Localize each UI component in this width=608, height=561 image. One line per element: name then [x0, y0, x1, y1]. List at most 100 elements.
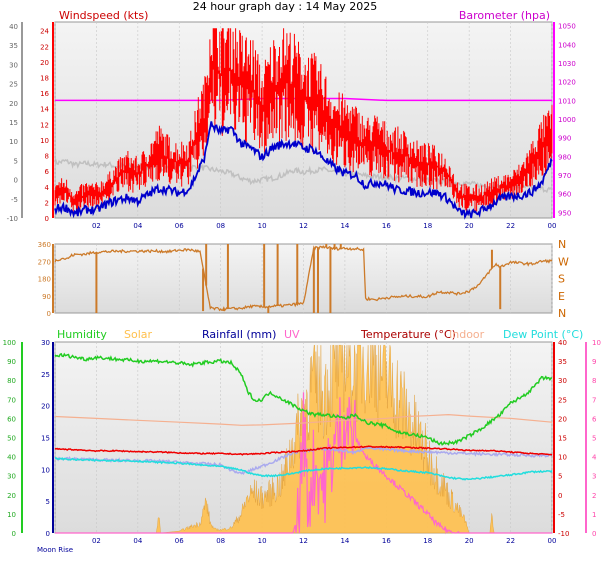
- temp-tick-1: 35: [558, 358, 567, 366]
- kts-tick-2: 20: [40, 59, 49, 67]
- x-tick-bottom-2: 06: [175, 537, 184, 545]
- kts-tick-9: 6: [45, 168, 50, 176]
- humidity-tick-0: 100: [3, 339, 16, 347]
- legend-item-6: Dew Point (°C): [503, 328, 583, 341]
- temp-tick-0: 40: [558, 339, 567, 347]
- legend-item-5: Indoor: [449, 328, 485, 341]
- legend-item-4: Temperature (°C): [360, 328, 456, 341]
- x-tick-bottom-7: 16: [382, 537, 391, 545]
- temp-tick-4: 20: [558, 415, 567, 423]
- kts-tick-4: 16: [40, 90, 49, 98]
- outer-tick-9: -5: [11, 196, 18, 204]
- hpa-tick-6: 990: [558, 135, 571, 143]
- humidity-tick-10: 0: [12, 530, 16, 538]
- rain-tick-1: 25: [41, 371, 50, 379]
- rain-tick-2: 20: [41, 403, 50, 411]
- compass-tick-2: S: [558, 273, 565, 286]
- kts-tick-3: 18: [40, 75, 49, 83]
- hpa-tick-1: 1040: [558, 41, 576, 49]
- hpa-tick-2: 1030: [558, 60, 576, 68]
- temp-tick-10: -10: [558, 530, 569, 538]
- humidity-tick-5: 50: [7, 435, 16, 443]
- x-tick-top-1: 04: [133, 222, 142, 230]
- humidity-tick-7: 30: [7, 473, 16, 481]
- deg-tick-3: 90: [42, 293, 51, 301]
- uv-tick-5: 5: [592, 435, 596, 443]
- kts-tick-8: 8: [45, 153, 49, 161]
- compass-tick-0: N: [558, 238, 566, 251]
- kts-tick-10: 4: [45, 184, 50, 192]
- compass-tick-1: W: [558, 255, 569, 268]
- dew-point-line: [54, 457, 553, 481]
- deg-tick-2: 180: [38, 276, 51, 284]
- x-tick-top-9: 20: [465, 222, 474, 230]
- uv-tick-4: 6: [592, 415, 597, 423]
- hpa-tick-10: 950: [558, 209, 571, 217]
- deg-tick-4: 0: [47, 310, 51, 318]
- x-tick-top-2: 06: [175, 222, 184, 230]
- outer-tick-7: 5: [14, 157, 18, 165]
- uv-line: [55, 392, 552, 535]
- x-tick-bottom-6: 14: [340, 537, 349, 545]
- outer-tick-10: -10: [7, 215, 18, 223]
- outer-tick-2: 30: [9, 61, 18, 69]
- humidity-tick-9: 10: [7, 511, 16, 519]
- deg-tick-1: 270: [38, 258, 51, 266]
- outer-tick-3: 25: [9, 81, 18, 89]
- outer-tick-8: 0: [14, 177, 18, 185]
- rain-tick-6: 0: [46, 530, 50, 538]
- x-tick-bottom-3: 08: [216, 537, 225, 545]
- hpa-tick-5: 1000: [558, 116, 576, 124]
- outer-tick-4: 20: [9, 100, 18, 108]
- gray-series-line: [54, 157, 552, 194]
- uv-tick-0: 10: [592, 339, 601, 347]
- moon-rise-label: Moon Rise: [37, 546, 73, 554]
- outer-tick-5: 15: [9, 119, 18, 127]
- kts-tick-1: 22: [40, 43, 49, 51]
- indoor-temperature-line: [54, 413, 553, 426]
- kts-tick-11: 2: [45, 199, 49, 207]
- x-tick-top-11: 00: [548, 222, 557, 230]
- temp-tick-7: 5: [558, 473, 562, 481]
- temperature-line: [54, 445, 553, 456]
- outer-tick-1: 35: [9, 42, 18, 50]
- deg-tick-0: 360: [38, 241, 51, 249]
- uv-tick-6: 4: [592, 454, 597, 462]
- hpa-tick-3: 1020: [558, 79, 576, 87]
- graph-title: 24 hour graph day : 14 May 2025: [193, 0, 378, 13]
- temp-tick-8: 0: [558, 492, 562, 500]
- uv-tick-1: 9: [592, 358, 596, 366]
- windspeed-gust-line: [54, 28, 553, 214]
- legend-item-2: Rainfall (mm): [202, 328, 276, 341]
- x-tick-top-0: 02: [92, 222, 101, 230]
- humidity-tick-8: 20: [7, 492, 16, 500]
- legend-item-3: UV: [284, 328, 300, 341]
- legend-item-0: Humidity: [57, 328, 107, 341]
- x-tick-top-4: 10: [258, 222, 267, 230]
- x-tick-top-5: 12: [299, 222, 308, 230]
- x-tick-bottom-8: 18: [423, 537, 432, 545]
- humidity-tick-6: 40: [7, 454, 16, 462]
- uv-tick-10: 0: [592, 530, 596, 538]
- x-tick-bottom-5: 12: [299, 537, 308, 545]
- windspeed-axis-label: Windspeed (kts): [59, 9, 148, 22]
- x-tick-bottom-10: 22: [506, 537, 515, 545]
- rain-tick-5: 5: [46, 498, 50, 506]
- x-tick-bottom-0: 02: [92, 537, 101, 545]
- uv-tick-7: 3: [592, 473, 596, 481]
- temp-tick-5: 15: [558, 435, 567, 443]
- hpa-tick-9: 960: [558, 191, 571, 199]
- x-tick-top-6: 14: [340, 222, 349, 230]
- temp-tick-9: -5: [558, 511, 565, 519]
- barometer-axis-label: Barometer (hpa): [459, 9, 550, 22]
- uv-tick-9: 1: [592, 511, 596, 519]
- legend-item-1: Solar: [124, 328, 153, 341]
- kts-tick-12: 0: [45, 215, 49, 223]
- x-tick-top-10: 22: [506, 222, 515, 230]
- temp-tick-3: 25: [558, 396, 567, 404]
- uv-tick-3: 7: [592, 396, 596, 404]
- uv-tick-2: 8: [592, 377, 596, 385]
- kts-tick-6: 12: [40, 121, 49, 129]
- compass-tick-4: N: [558, 307, 566, 320]
- x-tick-bottom-1: 04: [133, 537, 142, 545]
